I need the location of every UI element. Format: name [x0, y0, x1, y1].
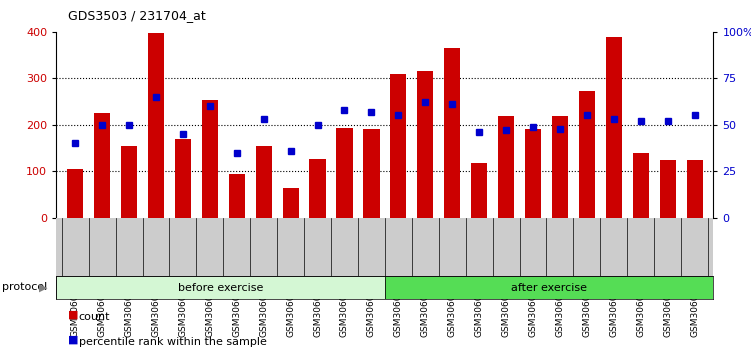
Text: after exercise: after exercise — [511, 282, 587, 293]
Bar — [255, 146, 272, 218]
Bar — [121, 146, 137, 218]
Bar — [418, 72, 433, 218]
Text: count: count — [79, 312, 110, 322]
Text: GDS3503 / 231704_at: GDS3503 / 231704_at — [68, 9, 205, 22]
Bar — [175, 139, 191, 218]
Text: protocol: protocol — [2, 282, 47, 292]
Bar — [336, 128, 352, 218]
Bar — [444, 48, 460, 218]
Bar — [67, 169, 83, 218]
Bar — [56, 276, 385, 299]
Bar — [94, 113, 110, 218]
Text: before exercise: before exercise — [178, 282, 264, 293]
Bar — [202, 100, 218, 218]
Bar — [148, 33, 164, 218]
Bar — [309, 159, 326, 218]
Bar — [391, 74, 406, 218]
Bar — [498, 116, 514, 218]
Bar — [659, 160, 676, 218]
Text: ▶: ▶ — [39, 282, 48, 292]
Bar — [229, 175, 245, 218]
Text: ■: ■ — [68, 310, 78, 320]
Bar — [632, 153, 649, 218]
Bar — [579, 91, 595, 218]
Text: percentile rank within the sample: percentile rank within the sample — [79, 337, 267, 347]
Bar — [363, 129, 379, 218]
Bar — [385, 276, 713, 299]
Bar — [552, 116, 568, 218]
Bar — [471, 163, 487, 218]
Bar — [525, 129, 541, 218]
Bar — [606, 36, 622, 218]
Bar — [282, 188, 299, 218]
Text: ■: ■ — [68, 335, 78, 345]
Bar — [686, 160, 703, 218]
